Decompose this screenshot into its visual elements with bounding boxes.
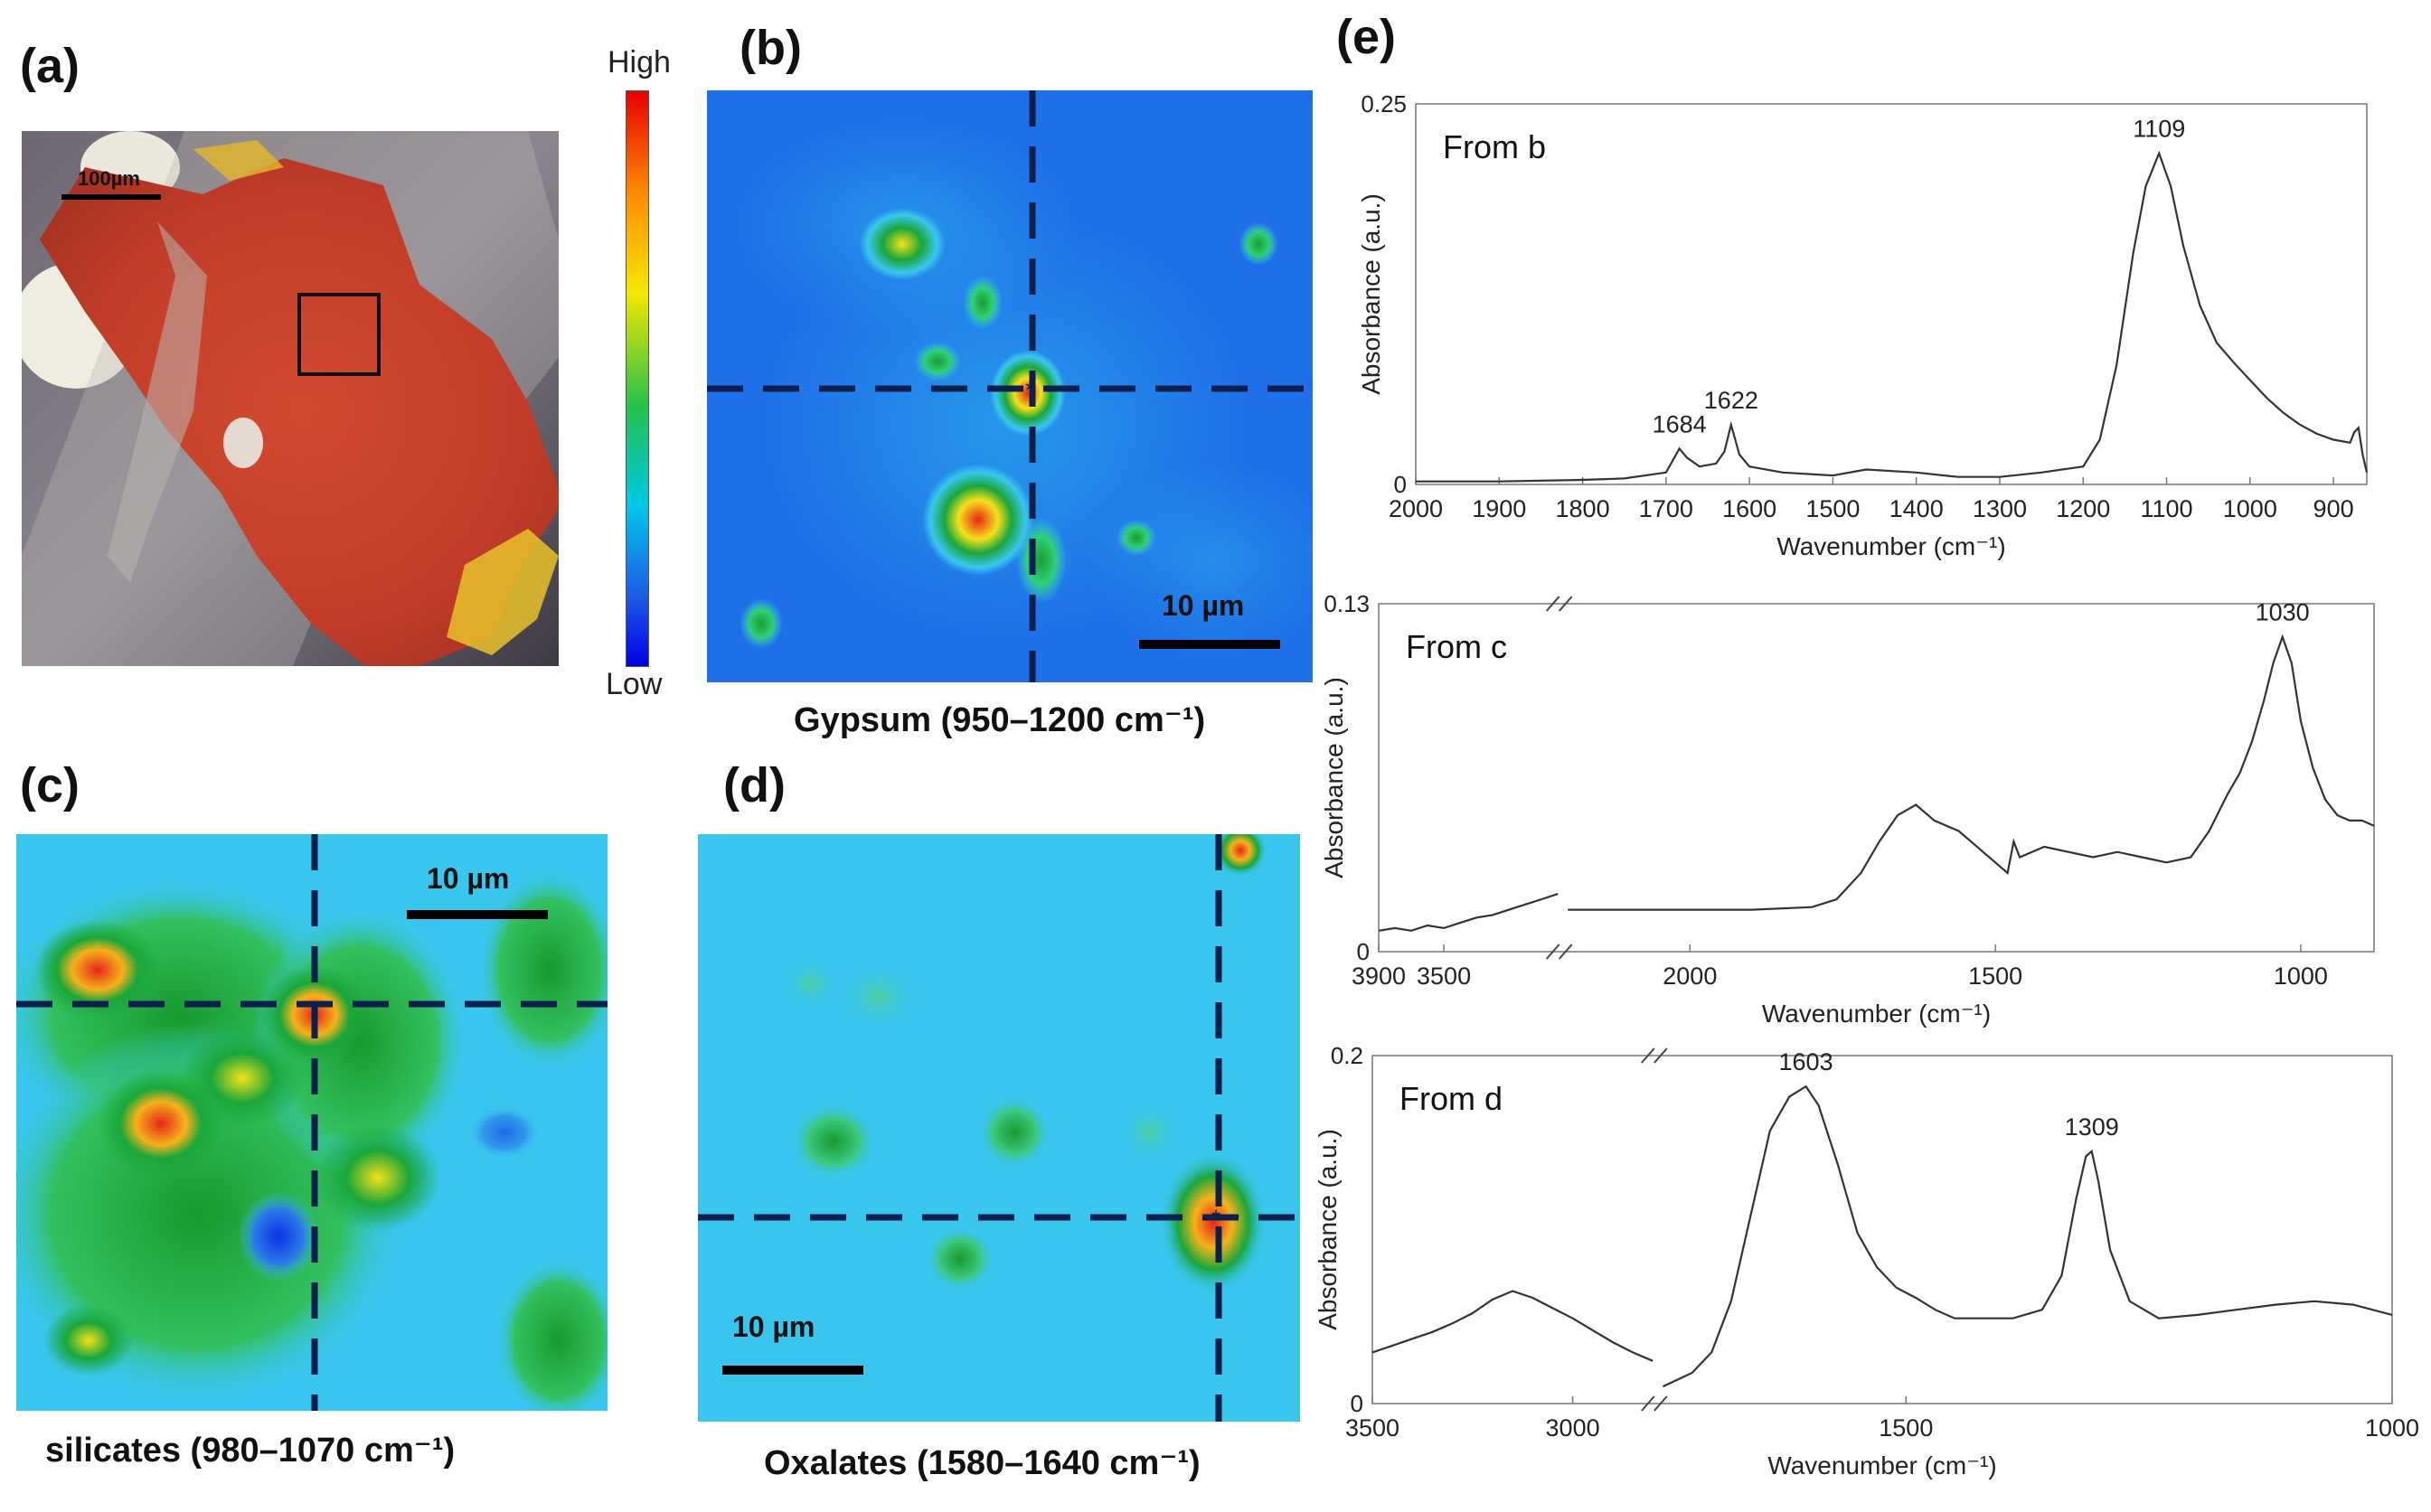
scalebar-label-d: 10 µm [732, 1310, 815, 1343]
colorbar-high-label: High [608, 45, 671, 80]
spectrum-2-peak-label: 1603 [1779, 1048, 1833, 1075]
spectrum-1-break-mark [1545, 596, 1560, 612]
spectrum-2-x-tick-label: 1500 [1879, 1414, 1933, 1442]
spectrum-0-series-line-0 [1416, 150, 2369, 483]
spectrum-1-x-tick-label: 3900 [1352, 963, 1406, 990]
spectrum-0-x-tick-label: 1700 [1639, 495, 1693, 522]
panel-a-label: (a) [20, 39, 80, 93]
spectrum-0-x-axis-label: Wavenumber (cm⁻¹) [1776, 532, 2005, 560]
spectrum-1-frame [1378, 603, 2375, 953]
spectrum-0-x-tick-label: 1900 [1472, 495, 1526, 522]
colorbar [626, 90, 649, 667]
caption-gypsum: Gypsum (950–1200 cm⁻¹) [794, 701, 1206, 739]
spectrum-0-x-tick-label: 900 [2313, 495, 2354, 522]
spectrum-0-y-tick-label: 0.25 [1361, 90, 1407, 117]
spectrum-2-break-mark [1641, 1395, 1655, 1412]
spectrum-0-y-axis-label: Absorbance (a.u.) [1357, 193, 1385, 395]
scalebar-label-b: 10 µm [1162, 589, 1245, 622]
scalebar [722, 1366, 863, 1375]
spectrum-1-series-line-1 [1568, 634, 2375, 911]
spectrum-2-x-tick-label: 3000 [1546, 1414, 1600, 1442]
spectrum-2-break-mark [1654, 1047, 1668, 1064]
spectrum-1-y-tick-label: 0 [1357, 938, 1370, 965]
scalebar-label-a: 100µm [78, 167, 140, 190]
spectrum-0-title: From b [1443, 128, 1546, 165]
scalebar [1139, 640, 1280, 649]
spectrum-0-x-tick-label: 1500 [1805, 495, 1860, 522]
scalebar-label-c: 10 µm [427, 862, 510, 895]
spectrum-1-y-tick-label: 0.13 [1324, 590, 1370, 617]
spectrum-0-x-tick-label: 1400 [1889, 495, 1944, 522]
spectrum-1-break-mark [1545, 944, 1560, 960]
red-fragment [40, 158, 559, 666]
spectrum-2-x-tick-label: 1000 [2365, 1414, 2419, 1442]
spectrum-0-peak-label: 1622 [1704, 387, 1758, 414]
sample-micrograph [22, 131, 559, 666]
spectrum-1-y-axis-label: Absorbance (a.u.) [1320, 677, 1348, 878]
svg-text:*: * [1025, 376, 1034, 403]
spectrum-0-peak-label: 1109 [2133, 116, 2185, 143]
spectrum-2-x-tick-label: 3500 [1345, 1414, 1399, 1442]
spectrum-0-y-tick-label: 0 [1394, 471, 1407, 498]
spectrum-1-break-mark [1558, 596, 1573, 612]
spectrum-2-break-mark [1641, 1047, 1655, 1064]
spectrum-1-x-tick-label: 1000 [2274, 963, 2328, 990]
spectrum-2-series-line-0 [1371, 1290, 1654, 1362]
spectrum-1-x-tick-label: 1500 [1968, 963, 2022, 990]
spectrum-0-x-tick-label: 2000 [1389, 495, 1443, 522]
spectrum-1-series-line-0 [1378, 893, 1559, 932]
silicates-map [16, 834, 608, 1411]
spectrum-0-x-tick-label: 1800 [1556, 495, 1610, 522]
spectrum-2-y-tick-label: 0 [1351, 1390, 1363, 1417]
spectrum-0-x-tick-label: 1600 [1722, 495, 1776, 522]
spectrum-2-series-line-1 [1663, 1085, 2393, 1388]
spectrum-1-title: From c [1406, 628, 1507, 665]
spectrum-0-x-tick-label: 1200 [2056, 495, 2110, 522]
spectrum-1-x-tick-label: 3500 [1417, 963, 1471, 990]
spectrum-2-title: From d [1399, 1080, 1503, 1117]
panel-d-label: (d) [723, 758, 786, 812]
caption-oxalates: Oxalates (1580–1640 cm⁻¹) [764, 1444, 1201, 1482]
panel-b-label: (b) [740, 21, 802, 75]
spectrum-0-x-tick-label: 1100 [2140, 495, 2192, 522]
spectrum-2-peak-label: 1309 [2065, 1113, 2119, 1141]
scalebar [407, 910, 548, 919]
spectrum-2-x-axis-label: Wavenumber (cm⁻¹) [1767, 1451, 1996, 1479]
spectrum-1-x-tick-label: 2000 [1663, 963, 1717, 990]
spectrum-1-peak-label: 1030 [2256, 599, 2310, 626]
spectrum-2-break-mark [1654, 1395, 1668, 1412]
oxalates-map: * [698, 834, 1300, 1422]
spectrum-0-x-tick-label: 1000 [2223, 495, 2277, 522]
colorbar-low-label: Low [606, 667, 663, 701]
gypsum-map: * [707, 90, 1313, 682]
panel-e-label: (e) [1336, 10, 1396, 64]
spectrum-2-frame [1371, 1055, 2393, 1404]
caption-silicates: silicates (980–1070 cm⁻¹) [45, 1432, 456, 1470]
scalebar [61, 194, 161, 200]
spectrum-0-x-tick-label: 1300 [1973, 495, 2027, 522]
region-of-interest-box [297, 293, 381, 376]
spectrum-0-peak-label: 1684 [1653, 410, 1707, 437]
spectrum-1-break-mark [1558, 944, 1573, 960]
spectrum-2-y-tick-label: 0.2 [1331, 1042, 1363, 1069]
spectrum-2-y-axis-label: Absorbance (a.u.) [1314, 1129, 1342, 1330]
svg-text:*: * [1211, 1205, 1220, 1232]
spectrum-1-x-axis-label: Wavenumber (cm⁻¹) [1762, 1000, 1991, 1028]
panel-c-label: (c) [20, 758, 80, 812]
spectrum-0-frame [1415, 103, 2368, 485]
